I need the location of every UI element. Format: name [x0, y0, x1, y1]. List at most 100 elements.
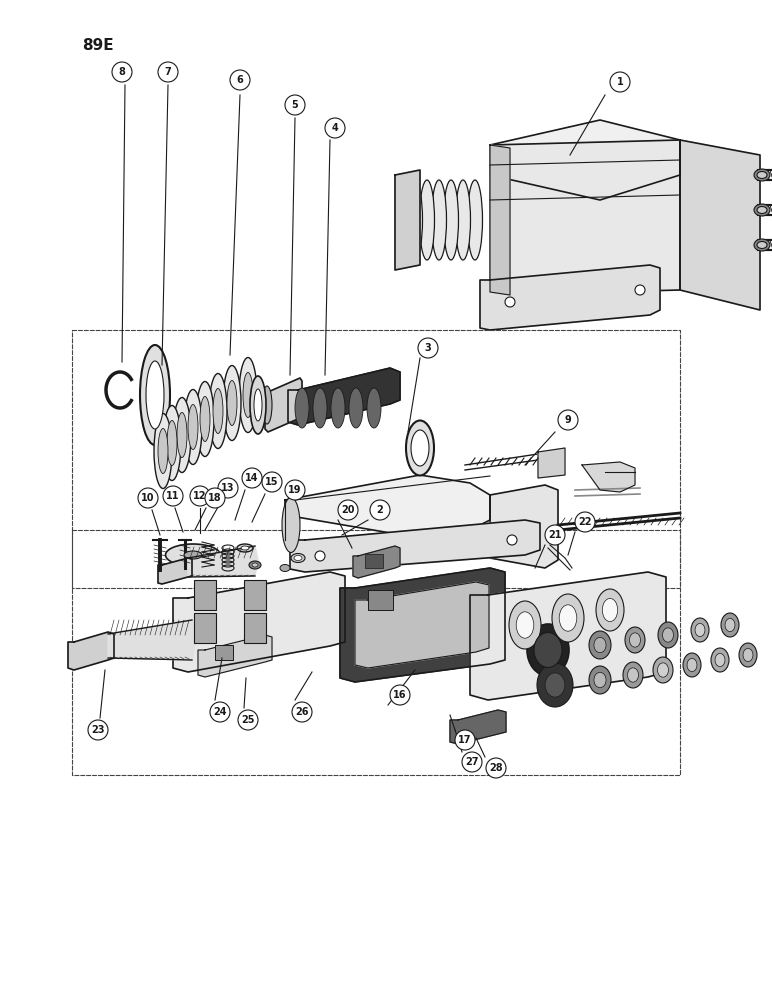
Ellipse shape — [594, 672, 606, 688]
Circle shape — [242, 468, 262, 488]
Ellipse shape — [209, 373, 227, 448]
Ellipse shape — [177, 412, 187, 458]
Circle shape — [610, 72, 630, 92]
Ellipse shape — [527, 624, 569, 676]
Polygon shape — [582, 462, 635, 492]
Ellipse shape — [739, 643, 757, 667]
Ellipse shape — [165, 544, 221, 566]
Polygon shape — [173, 572, 345, 672]
Text: 19: 19 — [288, 485, 302, 495]
Text: 26: 26 — [295, 707, 309, 717]
Ellipse shape — [537, 663, 573, 707]
Ellipse shape — [589, 666, 611, 694]
Ellipse shape — [223, 365, 241, 440]
Ellipse shape — [349, 388, 363, 428]
Ellipse shape — [196, 381, 214, 456]
Polygon shape — [680, 140, 760, 310]
Ellipse shape — [757, 207, 767, 214]
Bar — [244, 580, 266, 610]
Ellipse shape — [725, 618, 735, 632]
Ellipse shape — [695, 623, 705, 637]
Ellipse shape — [687, 658, 697, 672]
Text: 8: 8 — [119, 67, 125, 77]
Circle shape — [505, 297, 515, 307]
Ellipse shape — [754, 204, 770, 216]
Ellipse shape — [658, 622, 678, 648]
Polygon shape — [490, 140, 680, 295]
Text: 28: 28 — [489, 763, 503, 773]
Text: 5: 5 — [292, 100, 298, 110]
Ellipse shape — [545, 673, 565, 697]
Ellipse shape — [715, 653, 725, 667]
Circle shape — [325, 118, 345, 138]
Ellipse shape — [163, 406, 181, 481]
Polygon shape — [265, 378, 302, 432]
Ellipse shape — [239, 358, 257, 432]
Text: 18: 18 — [208, 493, 222, 503]
Polygon shape — [355, 582, 489, 668]
Polygon shape — [340, 568, 505, 682]
Polygon shape — [395, 170, 420, 270]
Text: 25: 25 — [241, 715, 255, 725]
Ellipse shape — [534, 633, 562, 668]
Circle shape — [262, 472, 282, 492]
Text: 17: 17 — [459, 735, 472, 745]
Ellipse shape — [167, 420, 177, 466]
Ellipse shape — [280, 564, 290, 572]
Ellipse shape — [291, 554, 305, 562]
Circle shape — [238, 710, 258, 730]
Circle shape — [507, 535, 517, 545]
Bar — [244, 613, 266, 643]
Circle shape — [390, 685, 410, 705]
Text: 24: 24 — [213, 707, 227, 717]
Circle shape — [88, 720, 108, 740]
Ellipse shape — [262, 386, 272, 424]
Ellipse shape — [406, 420, 434, 476]
Ellipse shape — [432, 180, 446, 260]
Circle shape — [112, 62, 132, 82]
Polygon shape — [353, 546, 400, 578]
Ellipse shape — [188, 404, 198, 450]
Polygon shape — [480, 265, 660, 330]
Text: 6: 6 — [237, 75, 243, 85]
Text: 22: 22 — [578, 517, 592, 527]
Polygon shape — [490, 485, 558, 568]
Text: 21: 21 — [548, 530, 562, 540]
Ellipse shape — [395, 180, 411, 260]
Polygon shape — [490, 145, 510, 295]
Bar — [368, 590, 393, 610]
Circle shape — [418, 338, 438, 358]
Ellipse shape — [721, 613, 739, 637]
Bar — [365, 554, 383, 568]
Circle shape — [163, 486, 183, 506]
Ellipse shape — [158, 428, 168, 474]
Circle shape — [370, 500, 390, 520]
Text: 1: 1 — [617, 77, 623, 87]
Ellipse shape — [662, 628, 673, 642]
Circle shape — [575, 512, 595, 532]
Ellipse shape — [596, 589, 624, 631]
Circle shape — [285, 480, 305, 500]
Ellipse shape — [623, 662, 643, 688]
Ellipse shape — [754, 239, 770, 251]
Ellipse shape — [282, 497, 300, 552]
Ellipse shape — [213, 388, 223, 434]
Circle shape — [545, 525, 565, 545]
Text: 14: 14 — [245, 473, 259, 483]
Ellipse shape — [455, 180, 470, 260]
Ellipse shape — [367, 388, 381, 428]
Polygon shape — [188, 546, 258, 577]
Polygon shape — [288, 368, 400, 425]
Ellipse shape — [468, 180, 482, 260]
Bar — [194, 580, 216, 610]
Ellipse shape — [757, 172, 767, 178]
Circle shape — [338, 500, 358, 520]
Text: 12: 12 — [193, 491, 207, 501]
Polygon shape — [538, 448, 565, 478]
Ellipse shape — [295, 388, 309, 428]
Circle shape — [205, 488, 225, 508]
Ellipse shape — [754, 169, 770, 181]
Ellipse shape — [691, 618, 709, 642]
Polygon shape — [470, 572, 666, 700]
Text: 15: 15 — [266, 477, 279, 487]
